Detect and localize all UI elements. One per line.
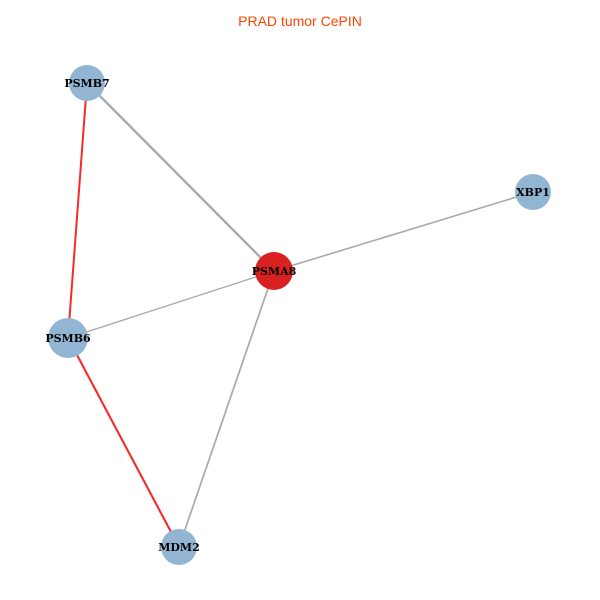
node-XBP1 bbox=[515, 174, 551, 210]
edge-PSMB7-PSMB6 bbox=[67, 82, 88, 339]
edge-MDM2-PSMA8 bbox=[178, 270, 275, 548]
plot-title: PRAD tumor CePIN bbox=[238, 13, 362, 29]
node-label-PSMB7: PSMB7 bbox=[64, 77, 109, 90]
edge-PSMB6-MDM2 bbox=[66, 336, 181, 549]
edges-layer bbox=[66, 81, 534, 549]
node-label-MDM2: MDM2 bbox=[158, 541, 200, 554]
labels-layer: PSMB7 XBP1 PSMA8 PSMB6 MDM2 bbox=[45, 77, 550, 554]
node-label-XBP1: XBP1 bbox=[516, 186, 550, 199]
node-label-PSMB6: PSMB6 bbox=[45, 332, 91, 345]
nodes-layer bbox=[48, 65, 551, 565]
node-MDM2 bbox=[161, 529, 197, 565]
node-PSMB7 bbox=[69, 65, 105, 101]
node-PSMA8 bbox=[255, 252, 293, 290]
node-label-PSMA8: PSMA8 bbox=[252, 265, 297, 278]
edge-XBP1-PSMA8 bbox=[273, 191, 534, 272]
node-PSMB6 bbox=[48, 318, 88, 358]
edge-PSMB6-PSMA8 bbox=[67, 270, 275, 339]
edge-PSMB7-PSMA8 bbox=[85, 81, 276, 273]
